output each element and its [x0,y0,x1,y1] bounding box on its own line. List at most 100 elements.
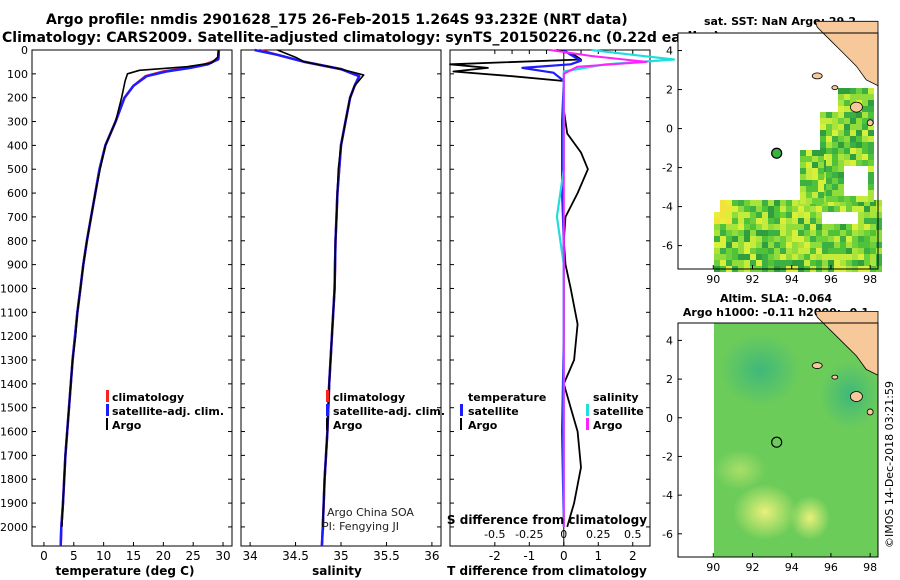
sst-pixel [786,230,792,236]
depth-tick-label: 500 [7,163,28,176]
difference-legend: temperature satellite Argo salinity sate… [460,391,644,432]
sst-pixel [826,172,832,178]
legend-temperature-heading: temperature [468,391,546,404]
depth-tick-label: 900 [7,259,28,272]
sst-pixel [768,260,774,266]
sst-pixel [826,130,832,136]
sst-pixel [780,242,786,248]
sla-high-anomaly-3 [714,450,766,490]
sst-pixel [738,224,744,230]
sst-pixel [820,118,826,124]
sst-pixel [870,254,876,260]
sst-pixel [726,200,732,206]
legend-s-satellite-label: satellite [593,405,644,418]
sst-pixel [828,254,834,260]
sst-pixel [838,136,844,142]
sst-pixel [720,260,726,266]
sst-pixel [868,136,874,142]
sst-pixel [786,218,792,224]
sst-pixel [850,160,856,166]
legend-satellite-label: satellite-adj. clim. [112,405,224,418]
sst-pixel [868,178,874,184]
depth-axis-labels: 0 100 200 300 400 500 600 700 800 900 1000 1100 1200… [0,44,28,534]
difference-line-3 [549,49,648,527]
legend-climatology-label: climatology [112,391,184,404]
sst-pixel [846,248,852,254]
sst-pixel [750,236,756,242]
sst-pixel [834,236,840,242]
sst-pixel [798,260,804,266]
sst-pixel [786,260,792,266]
map-lat-label: 2 [666,84,673,97]
sst-pixel [714,212,720,218]
sst-pixel [756,218,762,224]
sst-pixel [856,112,862,118]
sst-pixel [862,94,868,100]
sst-pixel [798,248,804,254]
profile-line-argo [277,49,365,527]
sst-pixel [750,248,756,254]
sst-pixel [862,112,868,118]
sst-pixel [826,112,832,118]
sst-pixel [816,224,822,230]
sst-pixel [840,242,846,248]
sst-pixel [756,242,762,248]
legend-t-argo-swatch [460,418,462,430]
sst-pixel [826,178,832,184]
sst-pixel [868,106,874,112]
map-lat-label: -6 [662,240,673,253]
sst-pixel [844,130,850,136]
sst-pixel [828,230,834,236]
sst-pixel [862,106,868,112]
salinity-tick-label: 34.5 [282,549,309,563]
sst-pixel [850,154,856,160]
sst-pixel [868,154,874,160]
sst-pixel [852,224,858,230]
sst-pixel [744,218,750,224]
legend-argo-swatch [106,418,108,430]
legend-climatology-swatch [106,390,109,402]
sst-pixel [838,196,844,202]
map-lat-label: -4 [662,201,673,214]
tick-marks [32,49,650,546]
sst-pixel [846,236,852,242]
sst-pixel [804,248,810,254]
sst-pixel [818,180,824,186]
sst-pixel [780,236,786,242]
sst-pixel [792,230,798,236]
sst-pixel [806,150,812,156]
sst-pixel [820,136,826,142]
sst-pixel [832,184,838,190]
sst-pixel [798,218,804,224]
sst-pixel [868,196,874,202]
sst-pixel [876,212,882,218]
map-lat-label: -2 [662,450,673,463]
credit-line-2: PI: Fengying JI [322,520,399,533]
legend-argo-label: Argo [112,419,142,432]
sst-pixel [750,218,756,224]
sst-pixel [864,200,870,206]
sst-pixel [870,260,876,266]
sst-pixel [868,88,874,94]
sst-pixel [804,218,810,224]
map-lon-label: 96 [824,561,838,574]
sst-pixel [832,112,838,118]
sst-pixel [856,88,862,94]
island [831,374,839,380]
sst-pixel [826,184,832,190]
sst-pixel [750,212,756,218]
sst-pixel [768,218,774,224]
sst-pixel [864,260,870,266]
depth-tick-label: 400 [7,139,28,152]
sst-pixel [816,242,822,248]
sst-pixel [768,236,774,242]
sst-pixel [870,230,876,236]
sst-pixel [774,230,780,236]
sst-pixel [744,254,750,260]
sst-pixel [738,230,744,236]
sst-pixel [812,186,818,192]
sst-pixel [822,236,828,242]
sst-pixel [780,224,786,230]
sla-map-frame [677,322,879,558]
sst-pixel [868,160,874,166]
